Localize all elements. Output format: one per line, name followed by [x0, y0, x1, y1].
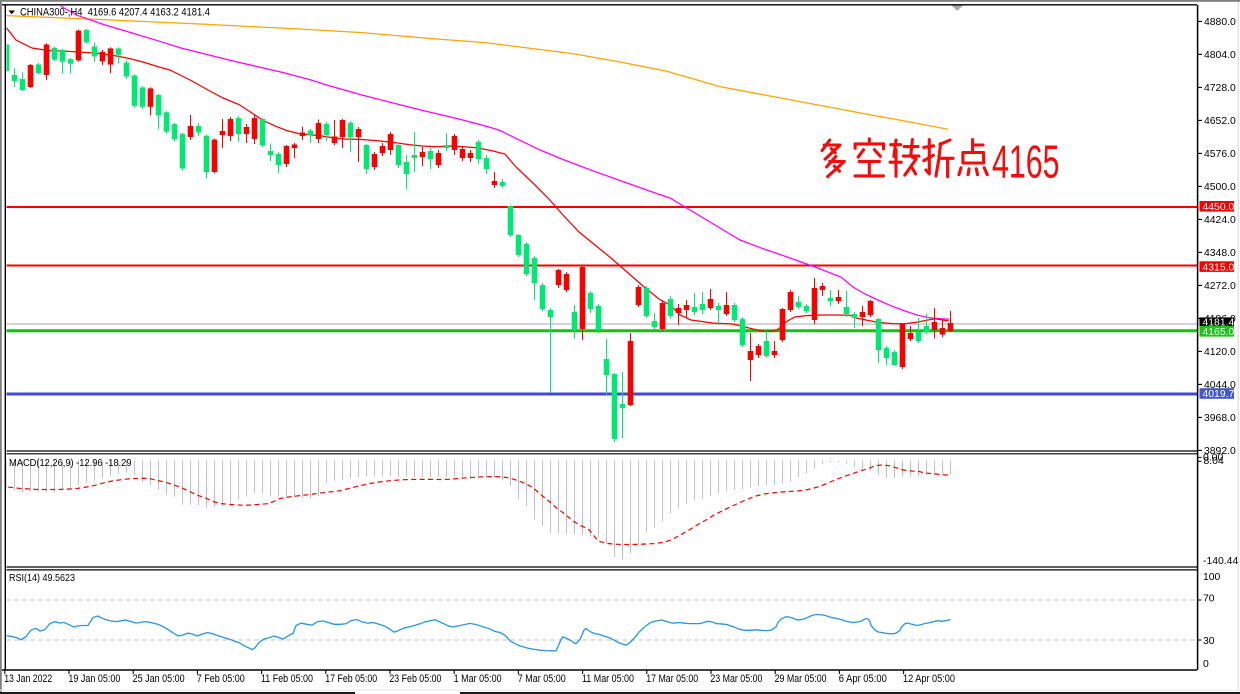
- svg-text:3968.0: 3968.0: [1204, 413, 1236, 424]
- svg-text:4348.0: 4348.0: [1204, 248, 1236, 259]
- svg-text:17 Feb 05:00: 17 Feb 05:00: [325, 673, 377, 685]
- svg-text:4576.0: 4576.0: [1204, 149, 1236, 160]
- svg-text:MACD(12,26,9) -12.96 -18.29: MACD(12,26,9) -12.96 -18.29: [9, 458, 132, 469]
- svg-text:19 Jan 05:00: 19 Jan 05:00: [68, 673, 120, 685]
- svg-text:4315.0: 4315.0: [1203, 262, 1235, 273]
- svg-text:4181.4: 4181.4: [1203, 318, 1235, 329]
- svg-text:4165.0: 4165.0: [1203, 327, 1235, 338]
- svg-text:12 Apr 05:00: 12 Apr 05:00: [903, 673, 955, 685]
- svg-text:11 Mar 05:00: 11 Mar 05:00: [582, 673, 634, 685]
- svg-text:4804.0: 4804.0: [1204, 50, 1236, 61]
- svg-text:25 Jan 05:00: 25 Jan 05:00: [133, 673, 185, 685]
- svg-text:4652.0: 4652.0: [1204, 116, 1236, 127]
- svg-text:0.00: 0.00: [1203, 453, 1223, 464]
- svg-text:0: 0: [1203, 659, 1209, 670]
- svg-text:4120.0: 4120.0: [1204, 347, 1236, 358]
- svg-text:23 Mar 05:00: 23 Mar 05:00: [710, 673, 762, 685]
- svg-text:4424.0: 4424.0: [1204, 215, 1236, 226]
- svg-text:7 Mar 05:00: 7 Mar 05:00: [518, 673, 566, 685]
- svg-text:4272.0: 4272.0: [1204, 281, 1236, 292]
- svg-text:1 Mar 05:00: 1 Mar 05:00: [454, 673, 502, 685]
- svg-text:4019.7: 4019.7: [1203, 389, 1235, 400]
- svg-text:4880.0: 4880.0: [1204, 17, 1236, 28]
- svg-text:8.04: 8.04: [1204, 456, 1224, 467]
- svg-text:4165: 4165: [992, 136, 1060, 188]
- svg-text:4044.0: 4044.0: [1204, 380, 1236, 391]
- svg-text:100: 100: [1203, 572, 1221, 583]
- svg-text:CHINA300-,H4 4169.6 4207.4 41: CHINA300-,H4 4169.6 4207.4 4163.2 4181.4: [20, 6, 210, 18]
- svg-text:13 Jan 2022: 13 Jan 2022: [4, 673, 52, 685]
- svg-text:6 Apr 05:00: 6 Apr 05:00: [839, 673, 887, 685]
- svg-text:3892.0: 3892.0: [1204, 446, 1236, 457]
- svg-text:4450.0: 4450.0: [1203, 202, 1235, 213]
- svg-text:29 Mar 05:00: 29 Mar 05:00: [775, 673, 827, 685]
- svg-text:17 Mar 05:00: 17 Mar 05:00: [646, 673, 698, 685]
- svg-text:-140.44: -140.44: [1203, 556, 1238, 567]
- svg-text:70: 70: [1203, 594, 1215, 605]
- svg-text:23 Feb 05:00: 23 Feb 05:00: [389, 673, 441, 685]
- svg-text:RSI(14) 49.5623: RSI(14) 49.5623: [9, 573, 75, 584]
- svg-text:11 Feb 05:00: 11 Feb 05:00: [261, 673, 313, 685]
- svg-text:30: 30: [1203, 636, 1215, 647]
- svg-text:4728.0: 4728.0: [1204, 83, 1236, 94]
- svg-text:4500.0: 4500.0: [1204, 182, 1236, 193]
- svg-text:7 Feb 05:00: 7 Feb 05:00: [197, 673, 245, 685]
